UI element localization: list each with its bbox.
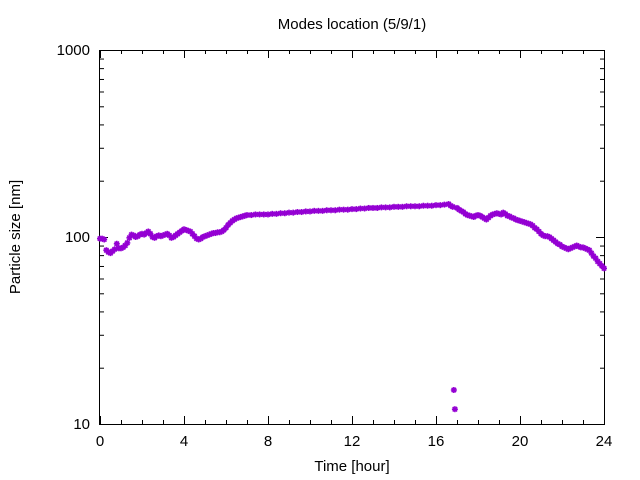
x-axis: 0 4 8 12 16 20 24 <box>96 50 613 450</box>
data-point <box>450 387 457 393</box>
data-point <box>365 204 372 211</box>
data-point <box>395 203 402 210</box>
y-axis-label: Particle size [nm] <box>7 180 24 294</box>
data-point <box>244 212 250 219</box>
data-point <box>111 246 118 253</box>
x-axis-label: Time [hour] <box>314 458 389 475</box>
data-point <box>382 204 389 211</box>
x-tick-label: 4 <box>180 433 188 450</box>
x-tick-label: 24 <box>596 433 613 450</box>
y-axis: 10 100 1000 <box>57 42 604 433</box>
data-point <box>260 211 267 218</box>
data-point <box>256 211 263 218</box>
data-point <box>328 207 334 214</box>
data-points <box>97 201 607 413</box>
y-tick-label: 1000 <box>57 42 90 59</box>
data-point <box>124 239 131 246</box>
y-tick-label: 10 <box>73 416 90 433</box>
x-tick-label: 20 <box>512 433 529 450</box>
chart-title: Modes location (5/9/1) <box>278 16 426 33</box>
data-point <box>601 265 607 272</box>
x-tick-label: 16 <box>428 433 445 450</box>
data-point <box>403 203 410 210</box>
x-tick-label: 12 <box>344 433 361 450</box>
data-point <box>451 406 458 413</box>
data-point <box>113 240 120 247</box>
data-point <box>323 207 330 214</box>
x-tick-label: 0 <box>96 433 104 450</box>
data-point <box>332 207 339 214</box>
y-tick-label: 100 <box>65 229 90 246</box>
data-point <box>273 210 280 217</box>
x-tick-label: 8 <box>264 433 272 450</box>
data-point <box>378 204 385 211</box>
data-point <box>101 236 108 243</box>
